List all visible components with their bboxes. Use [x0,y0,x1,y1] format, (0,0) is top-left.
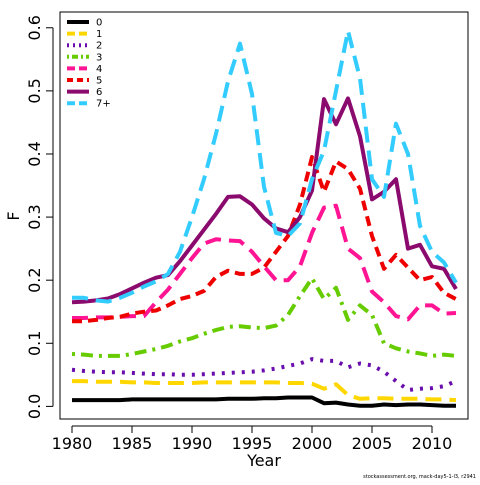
credit-note: stockassessment.org, mack-day5-1-l3, r29… [363,474,476,480]
series-line-2 [71,357,457,392]
y-tick-label: 0.1 [25,331,44,356]
x-tick-label: 1985 [112,434,153,453]
y-axis: 0.0 0.1 0.2 0.3 0.4 0.5 0.6 [25,15,54,419]
x-axis: 1980 1985 1990 1995 2000 2005 2010 [52,425,453,453]
y-tick-label: 0.5 [25,78,44,103]
x-axis-title: Year [246,451,281,470]
legend-label-6: 6 [96,87,102,98]
y-tick-label: 0.6 [25,15,44,40]
series-line-4 [72,203,457,322]
y-axis-title: F [4,211,23,220]
series-layer [71,28,458,408]
y-tick-label: 0.3 [25,204,44,229]
x-tick-label: 1995 [232,434,273,453]
legend-label-7: 7+ [96,99,111,110]
x-tick-label: 2010 [412,434,453,453]
x-tick-label: 2005 [352,434,393,453]
x-tick-label: 2000 [292,434,333,453]
y-tick-label: 0.4 [25,141,44,166]
y-tick-label: 0.2 [25,267,44,292]
legend-label-5: 5 [96,76,102,87]
series-line-7 [72,28,458,304]
x-tick-label: 1990 [172,434,213,453]
x-tick-label: 1980 [52,434,93,453]
plot-frame [59,11,469,420]
legend-label-4: 4 [96,64,102,75]
series-line-3 [71,276,457,358]
legend-label-0: 0 [96,18,102,29]
legend-label-1: 1 [96,29,102,40]
series-line-1 [72,379,457,403]
series-line-5 [72,155,457,324]
legend-label-3: 3 [96,52,102,63]
series-line-6 [71,96,458,305]
series-line-0 [72,395,456,408]
y-tick-label: 0.0 [25,394,44,419]
legend-label-2: 2 [96,41,102,52]
